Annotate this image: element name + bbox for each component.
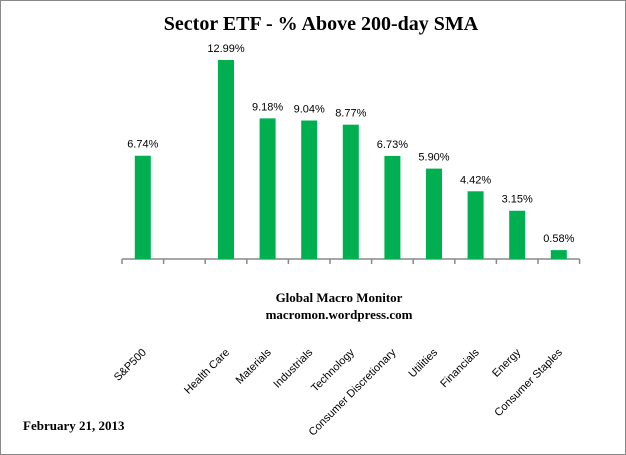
data-label: 6.73% [377,139,408,151]
data-label: 9.04% [294,104,325,116]
x-tick-label: S&P500 [112,347,149,384]
bar [426,168,442,259]
x-tick-label: Financials [438,346,482,390]
chart-title: Sector ETF - % Above 200-day SMA [164,13,479,35]
data-label: 0.58% [543,233,574,245]
annotation-url: macromon.wordpress.com [266,307,413,322]
data-label: 5.90% [418,152,449,164]
bar [550,250,567,259]
bar [384,155,401,259]
x-tick-label: Energy [490,346,523,379]
bar [259,118,276,259]
x-tick-label: Industrials [271,346,315,390]
bar [301,120,318,259]
data-label: 9.18% [252,101,283,113]
annotation-date: February 21, 2013 [23,418,125,433]
bar [218,60,234,259]
bar [467,191,484,259]
data-label: 12.99% [207,43,245,55]
bar [342,124,359,259]
x-tick-label: Utilities [407,346,441,380]
bar [134,155,151,259]
data-label: 6.74% [127,139,158,151]
bar [509,210,526,259]
data-label: 4.42% [460,174,491,186]
x-tick-label: Materials [234,346,274,386]
x-tick-label: Consumer Discretionary [307,346,399,438]
x-tick-label: Health Care [182,347,232,397]
annotation-source: Global Macro Monitor [276,290,403,305]
data-label: 3.15% [502,194,533,206]
data-label: 8.77% [335,108,366,120]
